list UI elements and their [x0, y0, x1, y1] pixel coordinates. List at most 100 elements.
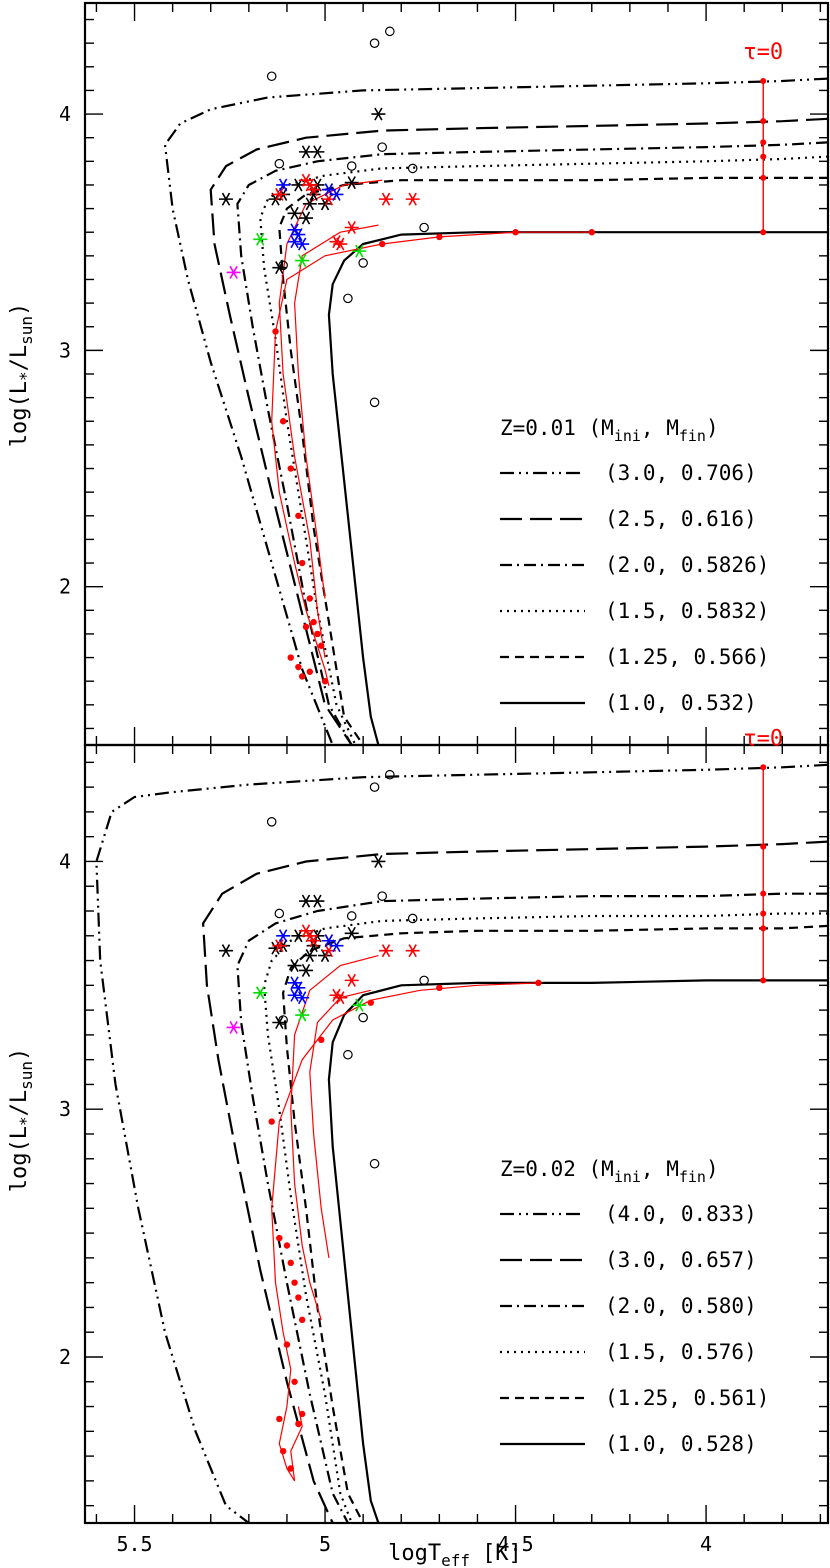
bottom-obs-asterisk-red	[379, 944, 394, 958]
bottom-obs-asterisk-red	[333, 991, 348, 1005]
bottom-y-tick-label: 2	[59, 1345, 71, 1369]
top-obs-circle	[358, 258, 368, 268]
top-obs-asterisk-black	[302, 197, 317, 211]
y-axis-title-top: log(L*/Lsun)	[7, 303, 36, 448]
top-obs-asterisk-green	[352, 244, 367, 258]
bottom-red-dot	[268, 1118, 275, 1125]
top-red-dot	[512, 229, 519, 236]
bottom-legend-label-4: (1.25, 0.561)	[605, 1386, 769, 1410]
bottom-red-dot	[318, 1036, 325, 1044]
bottom-obs-asterisk-magenta	[226, 1020, 241, 1034]
top-red-dot	[588, 229, 595, 236]
bottom-red-track-1	[290, 955, 379, 1320]
top-red-dot	[272, 328, 279, 335]
top-obs-asterisk-black	[298, 211, 313, 225]
top-y-tick-label: 4	[59, 102, 71, 126]
top-obs-asterisk-blue	[295, 237, 310, 251]
top-red-dot	[306, 668, 314, 675]
top-red-dot	[279, 418, 287, 425]
bottom-track-0	[95, 763, 828, 1523]
bottom-obs-asterisk-blue	[287, 988, 302, 1002]
bottom-obs-circle	[369, 1158, 380, 1169]
top-obs-circle	[407, 163, 418, 174]
top-red-dot	[318, 642, 325, 649]
bottom-legend-label-0: (4.0, 0.833)	[605, 1202, 757, 1226]
bottom-y-tick-label: 3	[59, 1097, 71, 1121]
top-obs-asterisk-red	[306, 183, 321, 197]
bottom-obs-asterisk-black	[302, 949, 317, 963]
top-red-dot	[295, 512, 302, 519]
bottom-red-dot	[291, 1378, 298, 1385]
bottom-tau-label: τ=0	[743, 726, 783, 751]
top-obs-circle	[274, 158, 285, 169]
bottom-obs-asterisk-green	[352, 998, 367, 1012]
bottom-obs-circle	[419, 975, 429, 986]
bottom-track-3	[263, 912, 828, 1523]
top-obs-asterisk-green	[253, 232, 268, 246]
top-red-dot	[287, 654, 294, 661]
bottom-legend-label-5: (1.0, 0.528)	[605, 1432, 757, 1456]
top-legend-label-0: (3.0, 0.706)	[605, 461, 757, 485]
top-obs-circle	[278, 260, 288, 271]
bottom-obs-circle	[343, 1049, 353, 1060]
bottom-legend-label-3: (1.5, 0.576)	[605, 1340, 757, 1364]
bottom-red-dot	[276, 1415, 283, 1423]
bottom-red-dot	[298, 1410, 306, 1418]
bottom-tau-dot	[760, 910, 767, 917]
top-obs-asterisk-black	[218, 192, 233, 206]
bottom-obs-circle	[346, 911, 357, 921]
bottom-tau-dot	[760, 977, 767, 984]
bottom-obs-asterisk-red	[298, 924, 313, 938]
top-obs-asterisk-black	[371, 107, 386, 121]
bottom-obs-asterisk-black	[272, 1016, 287, 1029]
top-frame	[83, 1, 830, 747]
top-tau-dot	[760, 174, 767, 181]
top-tau-dot	[760, 153, 767, 160]
bottom-tau-dot	[760, 890, 767, 897]
top-obs-asterisk-blue	[329, 187, 344, 201]
top-red-dot	[321, 677, 329, 685]
bottom-red-dot	[287, 1259, 294, 1267]
bottom-y-tick-label: 4	[59, 849, 71, 873]
top-legend-label-3: (1.5, 0.5832)	[605, 599, 769, 623]
top-legend-title: Z=0.01 (Mini, Mfin)	[500, 416, 719, 445]
bottom-track-2	[236, 892, 828, 1523]
bottom-red-dot	[283, 1341, 291, 1348]
top-tau-dot	[760, 229, 767, 236]
top-legend-label-1: (2.5, 0.616)	[605, 507, 757, 531]
top-tau-label: τ=0	[743, 40, 783, 65]
top-obs-asterisk-red	[379, 192, 394, 206]
bottom-obs-asterisk-blue	[295, 991, 310, 1005]
top-obs-asterisk-blue	[287, 235, 302, 249]
top-red-track-0	[271, 231, 592, 687]
x-axis-title-main: logT	[388, 1541, 441, 1566]
x-axis-title-sub: eff	[441, 1551, 470, 1568]
bottom-red-dot	[535, 979, 542, 987]
top-track-4	[278, 176, 828, 745]
top-obs-circle	[385, 26, 395, 37]
bottom-plot-area	[95, 763, 828, 1523]
top-red-track-1	[278, 179, 383, 658]
top-red-dot	[295, 663, 302, 671]
bottom-obs-circle	[369, 782, 380, 792]
top-obs-circle	[377, 142, 387, 152]
bottom-obs-circle	[385, 769, 395, 780]
bottom-track-5	[327, 979, 828, 1523]
top-obs-asterisk-black	[272, 261, 287, 275]
top-track-1	[209, 117, 828, 745]
y-axis-title-bottom: log(L*/Lsun)	[7, 1048, 36, 1193]
top-red-dot	[436, 233, 443, 241]
bottom-red-dot	[283, 1242, 291, 1249]
bottom-obs-asterisk-red	[405, 944, 420, 958]
top-track-5	[327, 231, 828, 745]
bottom-x-tick-label: 4	[700, 1532, 712, 1556]
top-obs-asterisk-magenta	[226, 265, 241, 279]
top-red-dot	[287, 465, 294, 472]
top-legend-label-4: (1.25, 0.566)	[605, 645, 769, 669]
bottom-obs-circle	[266, 817, 277, 827]
top-red-dot	[298, 559, 306, 567]
top-obs-asterisk-red	[333, 237, 348, 251]
bottom-obs-asterisk-red	[306, 934, 321, 948]
top-obs-asterisk-black	[344, 176, 359, 190]
